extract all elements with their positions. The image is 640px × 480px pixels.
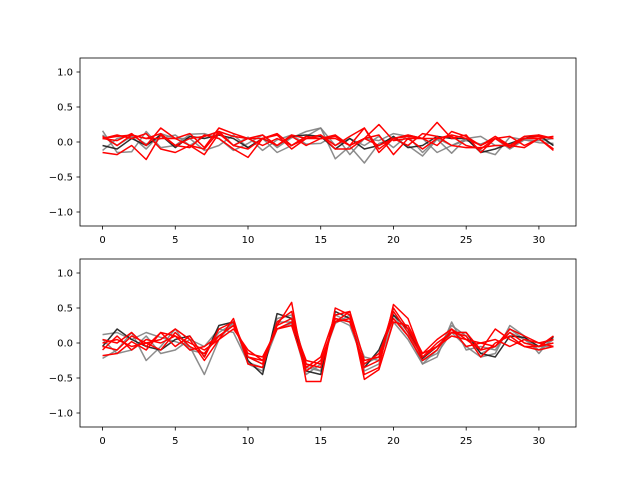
series-line-red-8	[102, 310, 554, 372]
x-tick-label: 10	[242, 436, 255, 447]
series-line-red-6	[102, 307, 554, 369]
y-tick-label: −0.5	[49, 173, 73, 184]
series-group	[101, 301, 555, 383]
x-tick-label: 5	[172, 235, 178, 246]
y-tick-label: −0.5	[49, 374, 73, 385]
x-tick-label: 30	[533, 436, 546, 447]
x-tick-label: 20	[387, 235, 400, 246]
series-line-red-8	[102, 127, 554, 150]
x-tick-label: 0	[99, 436, 105, 447]
y-tick-label: 0.5	[57, 304, 73, 315]
x-tick-label: 5	[172, 436, 178, 447]
series-line-red-6	[102, 134, 554, 161]
top-subplot: 0 5 10 15 20 25 30 −1.0 −0.5 0.0 0.5 1.0	[49, 57, 577, 246]
x-tick-label: 15	[314, 436, 327, 447]
x-tick-label: 25	[460, 235, 473, 246]
y-tick-label: −1.0	[49, 409, 73, 420]
x-tick-label: 20	[387, 436, 400, 447]
x-tick-label: 30	[533, 235, 546, 246]
x-tick-label: 15	[314, 235, 327, 246]
y-tick-label: 0.5	[57, 103, 73, 114]
y-tick-label: 1.0	[57, 269, 73, 280]
series-group	[101, 121, 554, 164]
y-tick-label: 0.0	[57, 339, 73, 350]
series-line-red-7	[102, 132, 554, 156]
y-tick-label: −1.0	[49, 208, 73, 219]
x-tick-label: 10	[242, 235, 255, 246]
x-tick-label: 25	[460, 436, 473, 447]
x-tick-label: 0	[99, 235, 105, 246]
y-tick-label: 1.0	[57, 68, 73, 79]
y-tick-label: 0.0	[57, 138, 73, 149]
bottom-subplot: 0 5 10 15 20 25 30 −1.0 −0.5 0.0 0.5 1.0	[49, 258, 577, 447]
